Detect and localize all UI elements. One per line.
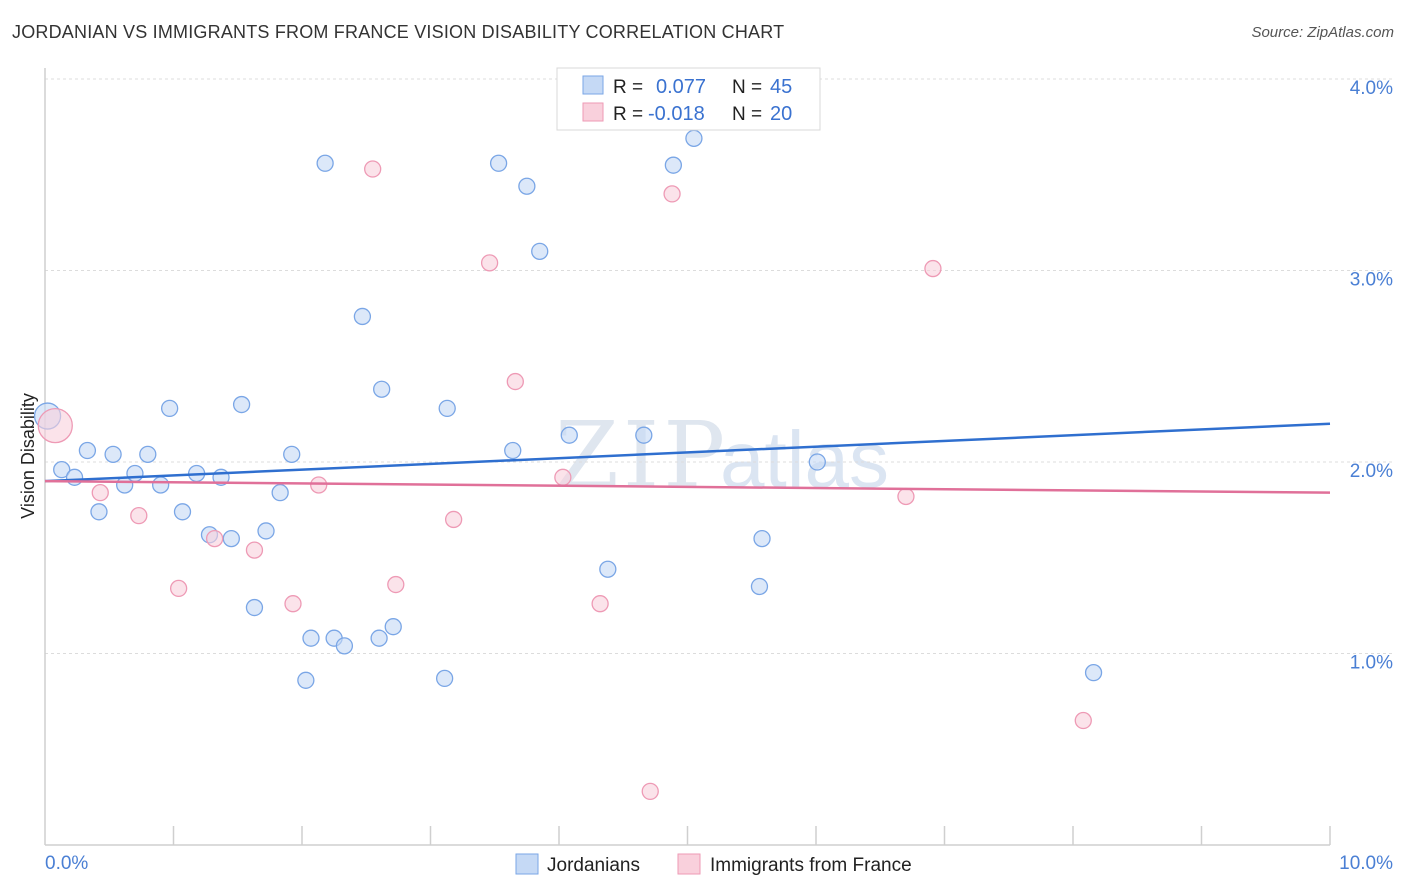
stats-swatch-france — [582, 102, 604, 122]
point-france-13 — [554, 468, 572, 486]
point-jordanians-23 — [316, 154, 334, 172]
point-jordanians-4 — [90, 503, 108, 521]
point-france-6 — [284, 595, 302, 613]
point-jordanians-5 — [104, 445, 122, 463]
y-axis-label: Vision Disability — [18, 393, 38, 519]
legend-label-france: Immigrants from France — [710, 855, 912, 876]
legend-swatch-france — [677, 853, 701, 875]
legend-swatch-jordanians — [515, 853, 539, 875]
point-france-19 — [1074, 711, 1092, 730]
point-jordanians-22 — [302, 629, 320, 647]
r-label-jordanians: R = — [613, 77, 643, 98]
point-jordanians-38 — [635, 426, 653, 444]
point-jordanians-29 — [384, 618, 402, 636]
point-jordanians-2 — [65, 468, 84, 486]
point-jordanians-40 — [685, 129, 703, 148]
point-jordanians-27 — [370, 629, 388, 647]
r-label-france: R = — [613, 104, 643, 125]
point-jordanians-43 — [808, 453, 826, 471]
point-jordanians-19 — [283, 445, 301, 463]
trend-line-jordanians — [44, 422, 1331, 483]
point-france-9 — [387, 575, 405, 594]
stats-legend: R = 0.077 N = 45 R = -0.018 N = 20 — [556, 67, 821, 131]
x-ticks — [172, 826, 1331, 845]
r-value-jordanians: 0.077 — [656, 76, 706, 98]
series-legend: Jordanians Immigrants from France — [515, 853, 912, 876]
source-label: Source: ZipAtlas.com — [1251, 24, 1394, 41]
point-france-17 — [897, 487, 915, 506]
n-label-jordanians: N = — [732, 77, 762, 98]
point-jordanians-41 — [750, 577, 769, 596]
n-value-france: 20 — [770, 103, 792, 125]
y-tick-labels: 1.0% 2.0% 3.0% 4.0% — [1350, 78, 1393, 674]
stats-swatch-jordanians — [582, 75, 604, 95]
point-jordanians-10 — [160, 399, 179, 418]
point-france-1 — [91, 483, 109, 502]
point-jordanians-1 — [53, 461, 71, 479]
point-jordanians-37 — [599, 560, 617, 578]
point-jordanians-8 — [139, 445, 157, 463]
point-jordanians-36 — [560, 426, 578, 444]
point-jordanians-3 — [78, 441, 97, 460]
point-france-3 — [169, 579, 188, 598]
point-jordanians-33 — [504, 441, 522, 460]
point-jordanians-11 — [173, 503, 192, 521]
point-france-10 — [444, 510, 463, 529]
point-jordanians-17 — [245, 598, 264, 617]
point-france-18 — [924, 259, 942, 278]
point-jordanians-16 — [232, 395, 251, 414]
point-france-7 — [310, 476, 328, 494]
x-tick-label-1: 10.0% — [1339, 853, 1393, 874]
n-value-jordanians: 45 — [770, 76, 792, 98]
y-tick-label-1: 2.0% — [1350, 461, 1393, 482]
point-jordanians-30 — [435, 669, 454, 688]
point-jordanians-15 — [222, 529, 240, 548]
point-jordanians-39 — [664, 156, 683, 174]
r-value-france: -0.018 — [648, 103, 705, 125]
chart-title: JORDANIAN VS IMMIGRANTS FROM FRANCE VISI… — [12, 22, 785, 42]
y-tick-label-2: 3.0% — [1350, 270, 1393, 291]
trend-lines — [44, 422, 1331, 494]
point-france-8 — [364, 160, 382, 178]
point-france-5 — [245, 541, 264, 559]
watermark: ZIP atlas — [555, 402, 889, 509]
y-tick-label-3: 4.0% — [1350, 78, 1393, 99]
gridlines — [45, 78, 1392, 654]
point-jordanians-18 — [257, 522, 275, 540]
point-france-11 — [480, 254, 499, 272]
point-france-0 — [37, 407, 73, 444]
point-france-2 — [130, 506, 148, 525]
x-tick-labels: 0.0% 10.0% — [45, 853, 1393, 874]
point-france-4 — [205, 529, 224, 548]
point-jordanians-7 — [126, 464, 144, 483]
point-jordanians-44 — [1084, 664, 1103, 682]
trend-line-france — [44, 479, 1331, 494]
point-france-14 — [591, 595, 609, 613]
point-jordanians-42 — [753, 529, 771, 548]
n-label-france: N = — [732, 104, 762, 125]
point-jordanians-32 — [489, 154, 508, 172]
svg-text:atlas: atlas — [720, 415, 889, 504]
y-tick-label-0: 1.0% — [1350, 653, 1393, 674]
legend-label-jordanians: Jordanians — [547, 855, 640, 876]
point-france-16 — [663, 185, 681, 203]
point-jordanians-31 — [438, 399, 456, 418]
point-jordanians-21 — [297, 671, 315, 689]
x-tick-label-0: 0.0% — [45, 853, 88, 874]
point-jordanians-20 — [271, 483, 289, 502]
point-france-15 — [641, 782, 659, 801]
point-jordanians-26 — [353, 307, 372, 326]
point-france-12 — [506, 372, 524, 391]
point-jordanians-25 — [335, 637, 354, 655]
point-jordanians-35 — [531, 242, 549, 261]
point-jordanians-34 — [518, 177, 536, 195]
point-jordanians-28 — [373, 380, 391, 398]
point-jordanians-9 — [151, 476, 170, 494]
